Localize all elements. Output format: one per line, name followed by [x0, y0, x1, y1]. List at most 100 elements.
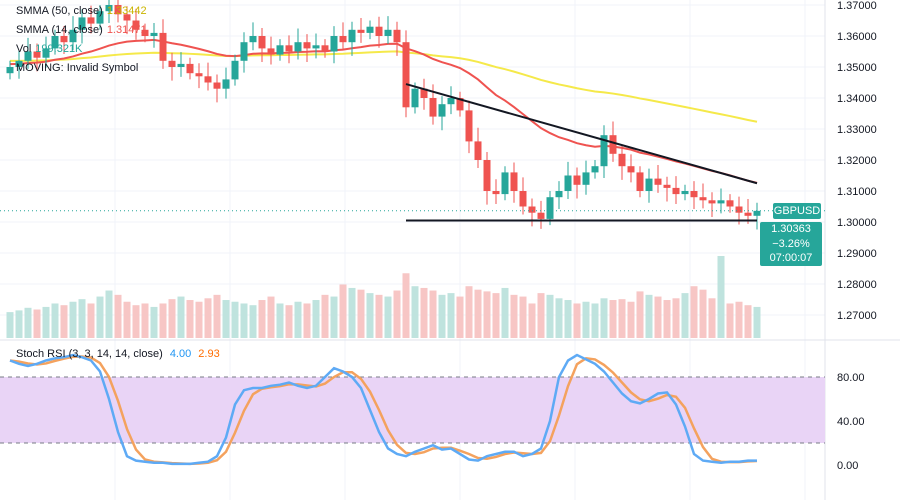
- candle: [294, 42, 302, 52]
- volume-bar: [600, 298, 608, 338]
- volume-bar: [564, 300, 572, 338]
- candle: [60, 36, 68, 43]
- smma50-label: SMMA (50, close): [16, 5, 103, 17]
- volume-bar: [384, 296, 392, 338]
- legend-smma50: SMMA (50, close) 1.33442: [16, 2, 151, 21]
- volume-bar: [96, 296, 104, 338]
- candle: [240, 42, 248, 61]
- volume-bar: [15, 310, 23, 338]
- volume-bar: [222, 300, 230, 338]
- candle: [690, 191, 698, 198]
- candle: [204, 76, 212, 83]
- volume-bar: [177, 296, 185, 338]
- candle: [249, 36, 257, 43]
- stoch-legend: Stoch RSI (3, 3, 14, 14, close) 4.00 2.9…: [16, 345, 224, 364]
- candle: [177, 63, 185, 67]
- candle: [195, 73, 203, 77]
- stoch-tick: 0.00: [837, 460, 858, 472]
- volume-bar: [186, 300, 194, 338]
- smma14-label: SMMA (14, close): [16, 24, 103, 36]
- volume-bar: [204, 298, 212, 338]
- last-price-box: 1.30363 −3.26% 07:00:07: [760, 222, 822, 266]
- volume-bar: [141, 303, 149, 338]
- candle: [159, 32, 167, 61]
- volume-bar: [78, 299, 86, 338]
- candle: [636, 172, 644, 191]
- volume-bar: [348, 287, 356, 338]
- volume-bar: [663, 300, 671, 338]
- candle: [321, 45, 329, 52]
- candle: [537, 212, 545, 219]
- stoch-tick: 40.00: [837, 416, 865, 428]
- vol-label: Vol: [16, 43, 32, 55]
- volume-bar: [366, 293, 374, 338]
- volume-bar: [492, 293, 500, 338]
- candle: [600, 135, 608, 167]
- volume-bar: [591, 303, 599, 338]
- volume-bar: [654, 296, 662, 338]
- candle: [447, 98, 455, 105]
- volume-bar: [690, 286, 698, 338]
- legend: SMMA (50, close) 1.33442 SMMA (14, close)…: [16, 2, 151, 78]
- volume-bar: [681, 293, 689, 338]
- volume-bar: [402, 273, 410, 338]
- volume-bar: [573, 303, 581, 338]
- candle: [114, 5, 122, 15]
- volume-bar: [159, 303, 167, 338]
- price-tick: 1.37000: [837, 0, 877, 12]
- volume-bar: [501, 287, 509, 338]
- volume-bar: [231, 301, 239, 338]
- volume-bar: [411, 286, 419, 338]
- volume-bar: [735, 301, 743, 338]
- candle: [681, 191, 689, 195]
- candle: [501, 172, 509, 195]
- volume-bar: [456, 296, 464, 338]
- candle: [483, 160, 491, 191]
- volume-bar: [105, 290, 113, 338]
- smma14-line: [9, 38, 758, 184]
- stoch-k-value: 4.00: [169, 348, 192, 360]
- volume-bar: [69, 301, 77, 338]
- price-tick: 1.29000: [837, 248, 877, 260]
- volume-bar: [582, 301, 590, 338]
- candle: [411, 88, 419, 108]
- volume-bar: [267, 296, 275, 338]
- candle: [357, 29, 365, 33]
- stoch-band: [0, 377, 825, 443]
- volume-bar: [339, 284, 347, 338]
- candle: [438, 104, 446, 117]
- volume-bar: [537, 293, 545, 338]
- candle: [753, 210, 761, 216]
- volume-bar: [609, 300, 617, 338]
- price-tick: 1.34000: [837, 93, 877, 105]
- candle: [87, 17, 95, 24]
- volume-bar: [168, 299, 176, 338]
- stoch-title: Stoch RSI (3, 3, 14, 14, close): [16, 348, 163, 360]
- candle: [69, 29, 77, 43]
- volume-bar: [636, 291, 644, 338]
- price-tick: 1.31000: [837, 186, 877, 198]
- candle: [42, 48, 50, 58]
- symbol-label: GBPUSD: [773, 203, 821, 219]
- candle: [24, 51, 32, 61]
- candle: [141, 29, 149, 36]
- legend-smma14: SMMA (14, close) 1.31471: [16, 21, 151, 40]
- candle: [186, 63, 194, 74]
- candle: [213, 82, 221, 89]
- candle: [618, 153, 626, 167]
- candle: [609, 135, 617, 154]
- volume-bar: [114, 294, 122, 338]
- candle: [663, 184, 671, 188]
- volume-bar: [87, 303, 95, 338]
- volume-bar: [24, 307, 32, 338]
- candle: [78, 17, 86, 30]
- candle: [258, 36, 266, 49]
- candle: [627, 166, 635, 173]
- volume-bar: [375, 294, 383, 338]
- stoch-d-line: [9, 355, 758, 466]
- candle: [339, 36, 347, 43]
- candle: [429, 98, 437, 117]
- candle: [393, 29, 401, 43]
- candle: [132, 20, 140, 30]
